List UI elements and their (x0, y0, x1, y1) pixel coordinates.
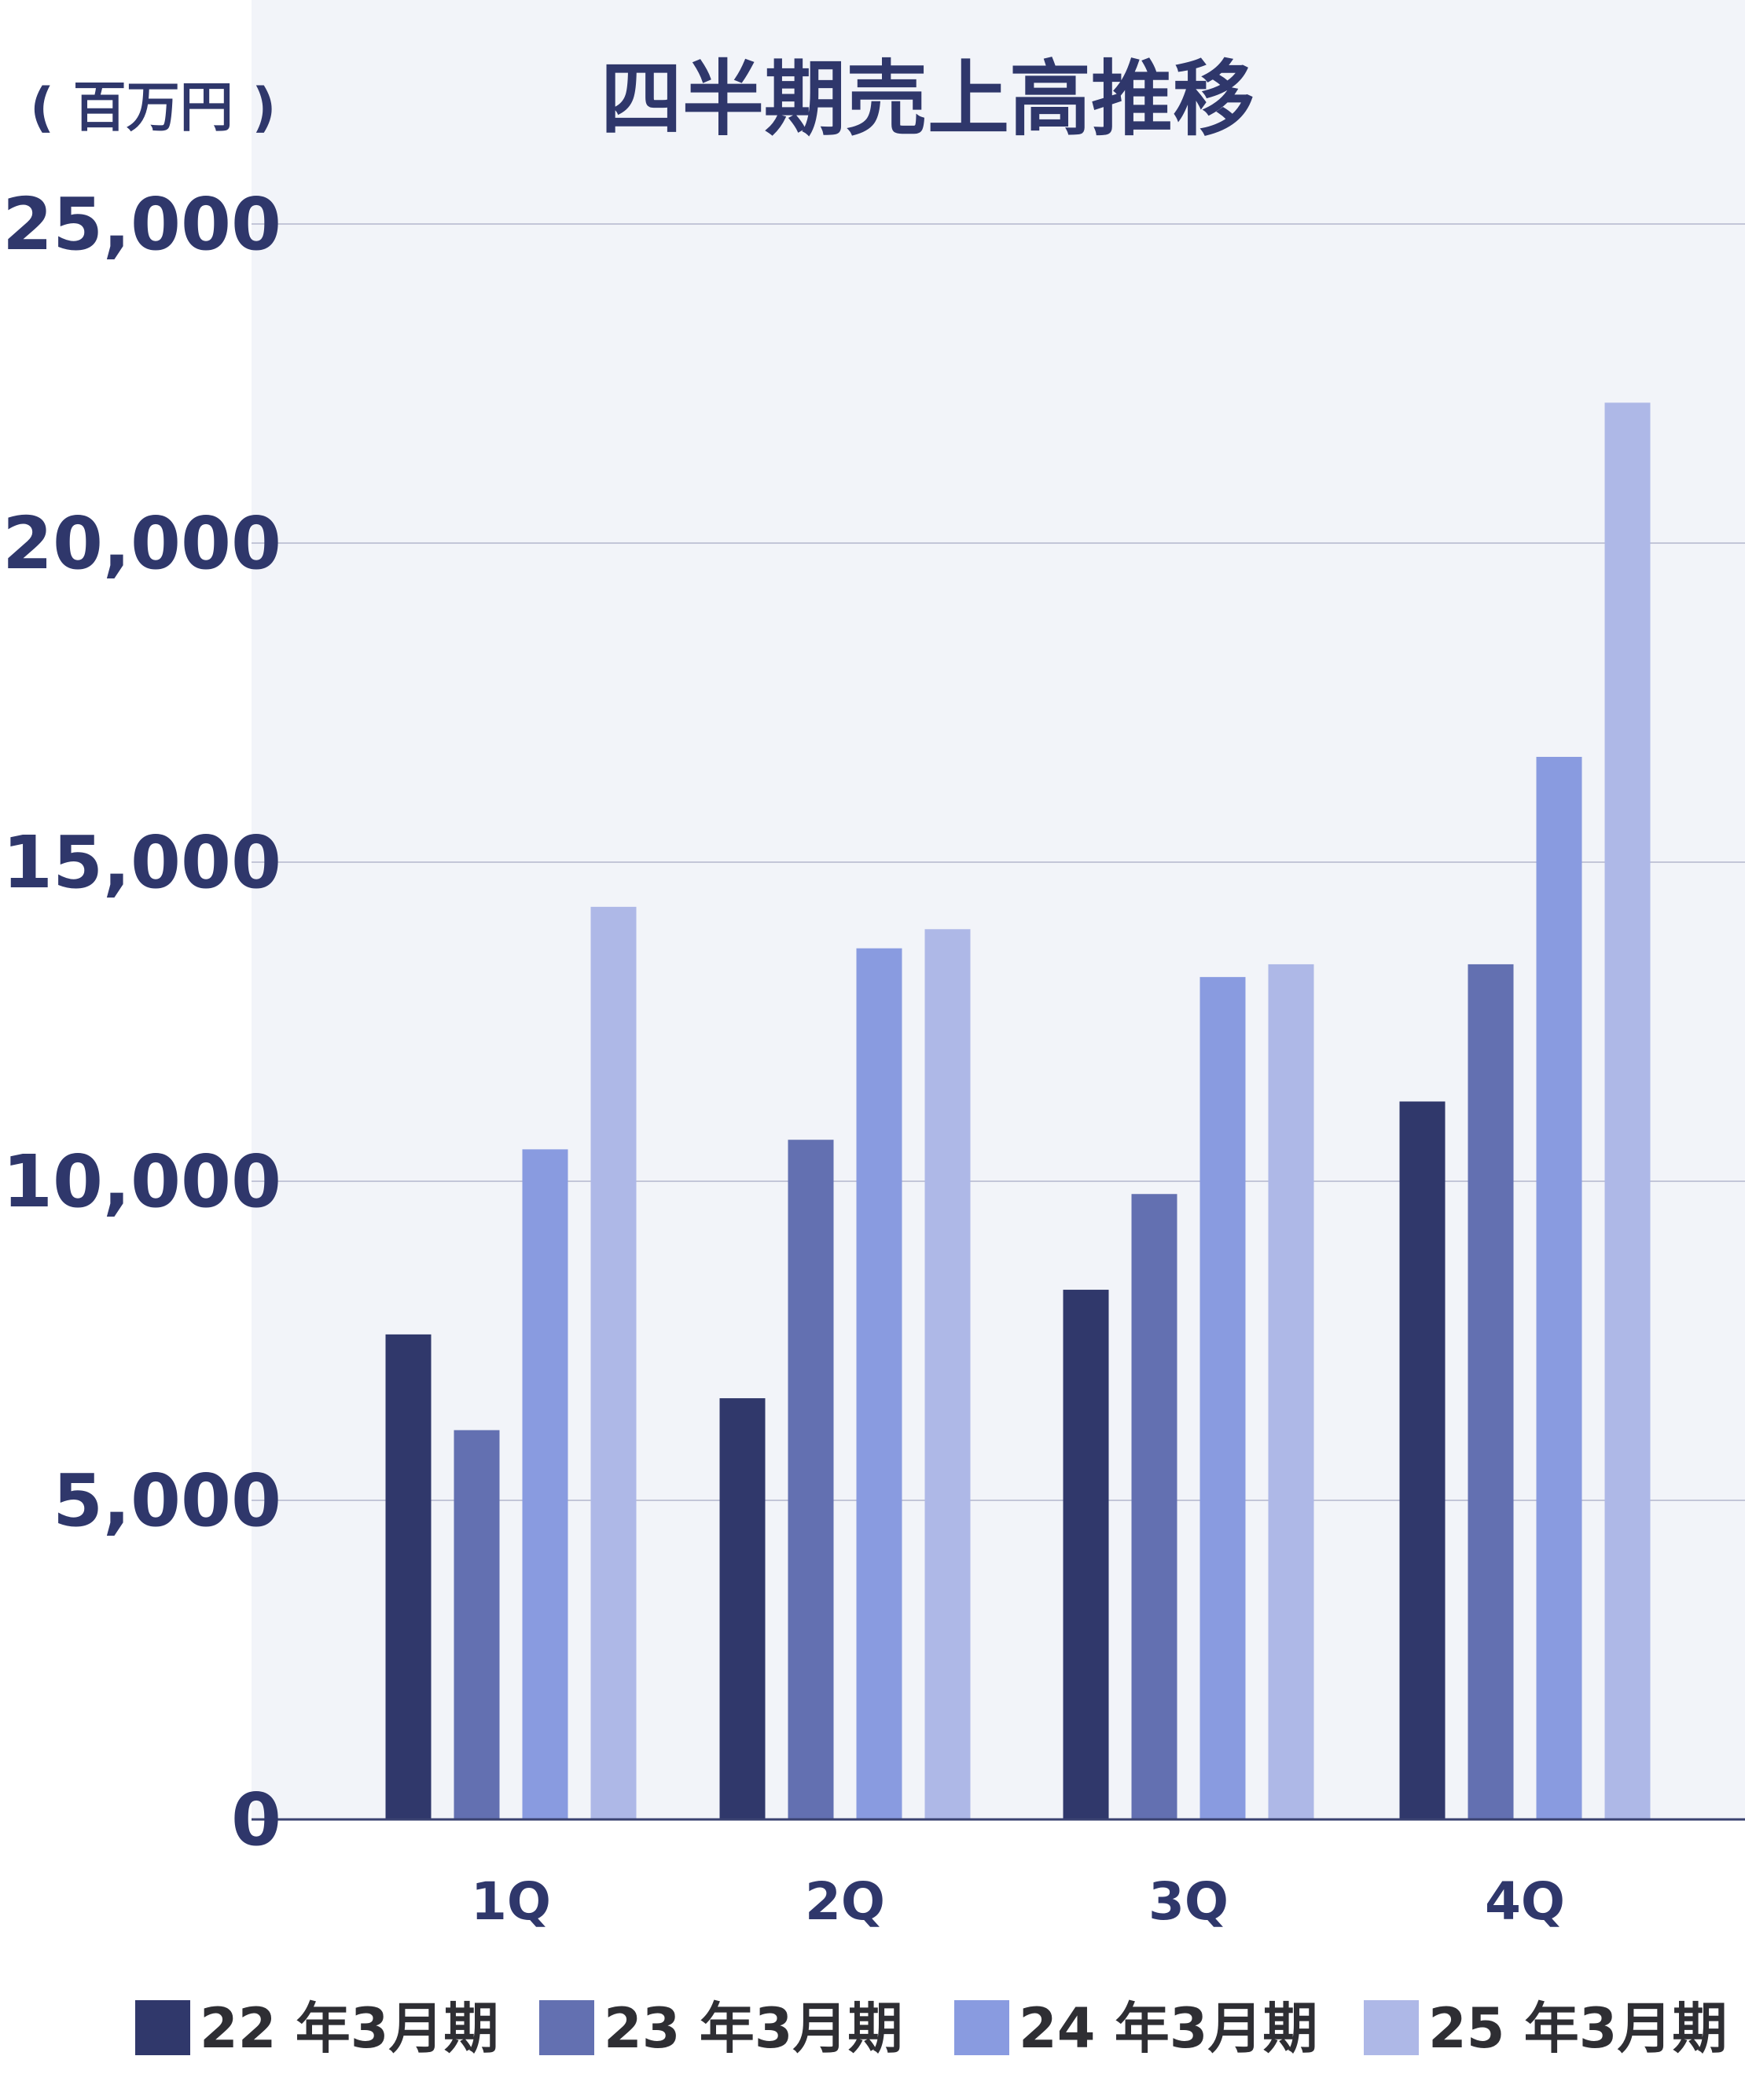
bar (1199, 977, 1246, 1819)
bar (719, 1398, 766, 1819)
bar (1604, 402, 1651, 1819)
y-tick-label: 25,000 (2, 182, 281, 266)
y-tick-label: 0 (231, 1778, 281, 1862)
legend: 22 年3月期 23 年3月期 24 年3月期 25 年3月期 (135, 1996, 1728, 2061)
y-axis-ticks: 0 5,000 10,000 15,000 20,000 25,000 (2, 182, 281, 1862)
bar (1131, 1194, 1177, 1819)
legend-swatch (954, 2000, 1009, 2055)
legend-label: 23 年3月期 (604, 1996, 903, 2061)
bar (788, 1140, 834, 1819)
bar (1536, 757, 1582, 1819)
bar (1468, 964, 1514, 1819)
x-tick-label: 1Q (471, 1871, 551, 1932)
chart-title: 四半期売上高推移 (601, 51, 1255, 147)
bar (1063, 1290, 1109, 1819)
bar (1268, 964, 1314, 1819)
legend-label: 25 年3月期 (1428, 1996, 1728, 2061)
x-tick-label: 2Q (805, 1871, 885, 1932)
y-axis-unit-label: ( 百万円 ) (30, 77, 277, 139)
bar (1399, 1101, 1446, 1819)
legend-label: 24 年3月期 (1019, 1996, 1318, 2061)
legend-swatch (1364, 2000, 1419, 2055)
legend-label: 22 年3月期 (200, 1996, 499, 2061)
y-tick-label: 15,000 (2, 821, 281, 905)
y-tick-label: 5,000 (53, 1459, 281, 1543)
x-tick-label: 4Q (1485, 1871, 1565, 1932)
legend-swatch (539, 2000, 594, 2055)
bar (590, 906, 637, 1819)
bars (385, 402, 1651, 1819)
bar (522, 1149, 568, 1819)
bar (924, 929, 971, 1819)
bar (454, 1430, 500, 1819)
x-axis-ticks: 1Q 2Q 3Q 4Q (471, 1871, 1565, 1932)
x-tick-label: 3Q (1148, 1871, 1229, 1932)
legend-swatch (135, 2000, 190, 2055)
bar (856, 948, 902, 1819)
bar (385, 1334, 432, 1819)
y-tick-label: 10,000 (2, 1140, 281, 1224)
y-tick-label: 20,000 (2, 501, 281, 586)
